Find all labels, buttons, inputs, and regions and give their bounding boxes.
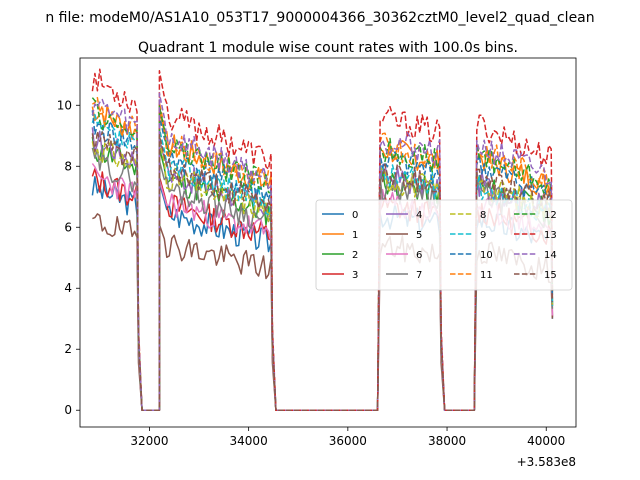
- series-line-10: [91, 110, 554, 411]
- legend-label: 8: [480, 210, 486, 221]
- y-tick-label: 6: [64, 220, 72, 234]
- legend-box: [315, 199, 573, 291]
- x-tick-label: 34000: [230, 434, 268, 448]
- series-line-12: [91, 97, 554, 411]
- legend-label: 13: [544, 230, 557, 241]
- series-line-8: [91, 140, 554, 411]
- legend-label: 10: [480, 250, 493, 261]
- x-tick-label: 40000: [527, 434, 565, 448]
- x-tick-label: 36000: [329, 434, 367, 448]
- y-tick-label: 0: [64, 403, 72, 417]
- y-tick-label: 10: [57, 98, 72, 112]
- y-tick-label: 8: [64, 159, 72, 173]
- x-axis: 32000 34000 36000 38000 40000: [130, 427, 565, 448]
- legend-label: 3: [352, 270, 358, 281]
- chart-title: Quadrant 1 module wise count rates with …: [138, 40, 518, 56]
- x-tick-label: 38000: [428, 434, 466, 448]
- legend-label: 12: [544, 210, 557, 221]
- legend-label: 1: [352, 230, 358, 241]
- chart-suptitle: n file: modeM0/AS1A10_053T17_9000004366_…: [45, 10, 594, 26]
- legend-label: 11: [480, 270, 493, 281]
- legend-label: 14: [544, 250, 557, 261]
- x-tick-label: 32000: [130, 434, 168, 448]
- y-tick-label: 4: [64, 281, 72, 295]
- series-line-15: [91, 130, 554, 411]
- y-tick-label: 2: [64, 342, 72, 356]
- legend-label: 2: [352, 250, 358, 261]
- legend-label: 7: [416, 270, 422, 281]
- legend-label: 15: [544, 270, 557, 281]
- legend-label: 9: [480, 230, 486, 241]
- legend-label: 0: [352, 210, 358, 221]
- legend-label: 5: [416, 230, 422, 241]
- x-offset-label: +3.583e8: [517, 455, 576, 469]
- series-lines: [91, 68, 554, 411]
- y-axis: 0 2 4 6 8 10: [57, 98, 80, 417]
- legend-label: 6: [416, 250, 422, 261]
- plot-frame: [79, 57, 577, 428]
- legend-label: 4: [416, 210, 422, 221]
